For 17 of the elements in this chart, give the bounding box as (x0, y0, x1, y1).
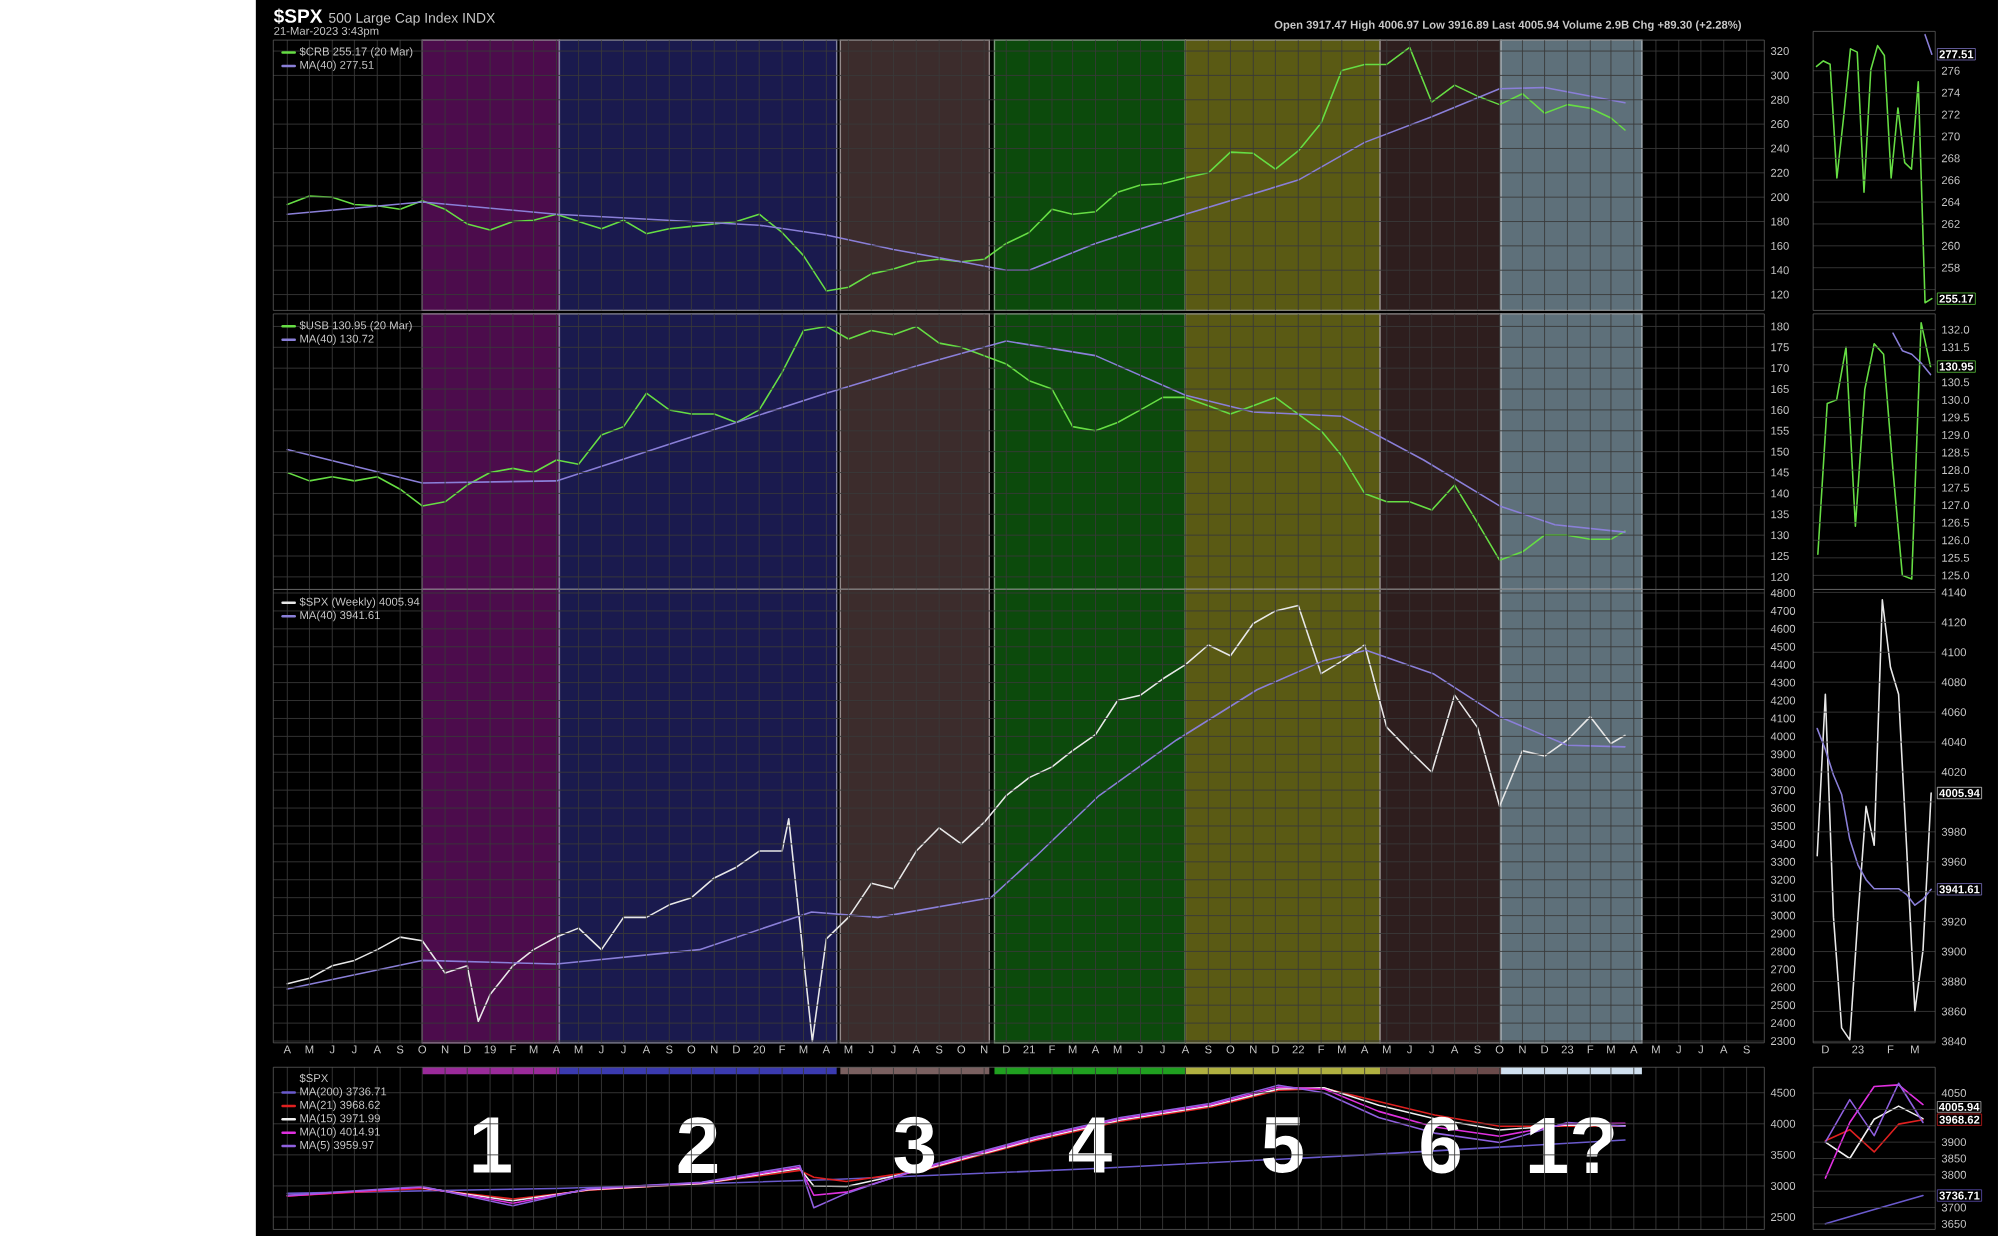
band-label: 4 (1068, 1117, 1112, 1173)
band-label: 1 (473, 1117, 511, 1173)
line-series (286, 86, 1626, 271)
line-series (1824, 1105, 1924, 1160)
band-label: 3 (894, 1116, 935, 1174)
line-series (1816, 598, 1932, 1041)
line-series (286, 604, 1626, 1042)
chart-title: $SPX (273, 8, 323, 24)
line-series (1815, 44, 1933, 304)
line-series (1824, 1083, 1924, 1179)
line-series (1824, 1118, 1924, 1153)
band-label: 2 (678, 1117, 718, 1173)
line-series (286, 649, 1626, 990)
line-series (1824, 1082, 1924, 1143)
line-series (1817, 321, 1932, 580)
line-series (286, 46, 1626, 292)
line-series (1892, 332, 1932, 376)
